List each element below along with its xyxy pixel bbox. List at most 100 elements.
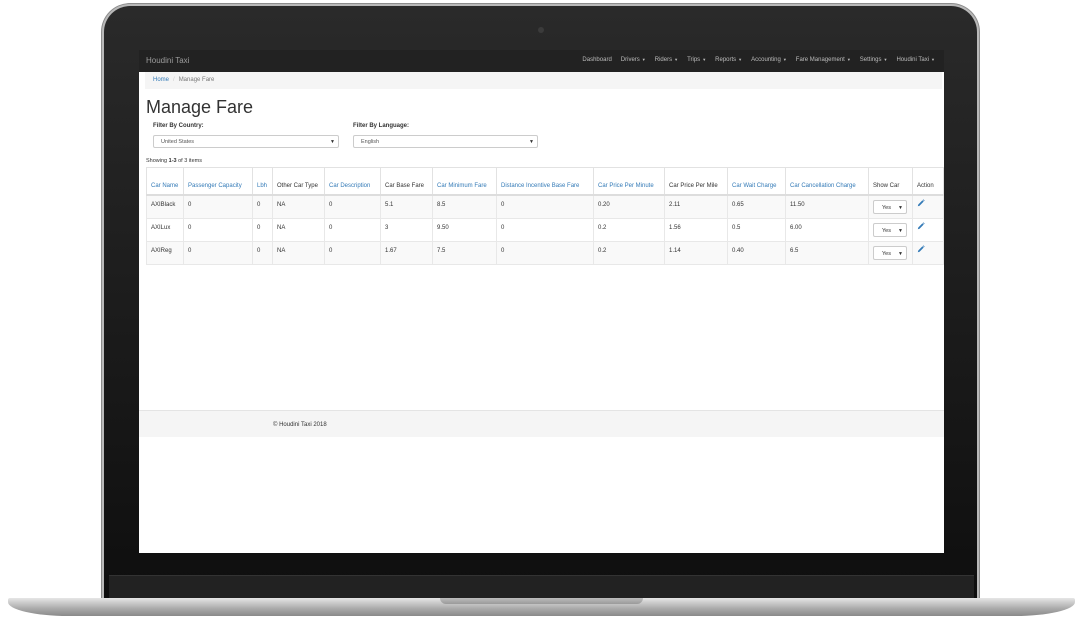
nav-item-label: Fare Management <box>795 57 845 63</box>
footer-copyright: © Houdini Taxi 2018 <box>273 422 327 428</box>
table-cell: 1.14 <box>664 240 728 265</box>
column-header-car-name[interactable]: Car Name <box>146 167 184 196</box>
laptop-hinge <box>109 575 974 601</box>
nav-item-fare-management[interactable]: Fare Management ▼ <box>796 57 851 63</box>
table-cell: 0 <box>496 194 594 219</box>
table-cell: 0 <box>252 217 273 242</box>
column-header-distance-incentive-base-fare[interactable]: Distance Incentive Base Fare <box>496 167 594 196</box>
nav-item-accounting[interactable]: Accounting ▼ <box>751 57 787 63</box>
breadcrumb-current: Manage Fare <box>178 77 215 83</box>
camera-dot <box>538 27 544 33</box>
nav-item-label: Riders <box>654 57 673 63</box>
table-cell: 0.20 <box>593 194 665 219</box>
column-header-passenger-capacity[interactable]: Passenger Capacity <box>183 167 253 196</box>
column-header-car-cancellation-charge[interactable]: Car Cancellation Charge <box>785 167 869 196</box>
nav-item-label: Settings <box>859 57 882 63</box>
caret-down-icon: ▼ <box>898 227 903 234</box>
page-footer: © Houdini Taxi 2018 <box>139 410 944 437</box>
show-car-value: Yes <box>882 227 891 234</box>
table-cell: 0.2 <box>593 240 665 265</box>
country-filter-select[interactable]: United States ▼ <box>153 135 339 148</box>
nav-item-houdini-taxi[interactable]: Houdini Taxi ▼ <box>896 57 935 63</box>
pencil-icon[interactable] <box>917 244 925 253</box>
table-cell: AXILux <box>146 217 184 242</box>
table-body: AXIBlack 0 0 NA 0 5.1 8.5 0 0.20 2.11 0.65 11.50 Yes… <box>146 194 944 265</box>
nav-item-dashboard[interactable]: Dashboard <box>582 57 611 63</box>
caret-down-icon: ▼ <box>898 205 903 211</box>
caret-down-icon: ▼ <box>898 250 903 257</box>
table-cell: 6.5 <box>785 240 869 265</box>
table-cell: 0 <box>252 240 273 265</box>
show-car-cell: Yes ▼ <box>868 217 913 242</box>
column-header-car-price-per-minute[interactable]: Car Price Per Minute <box>593 167 665 196</box>
caret-down-icon: ▼ <box>931 57 935 62</box>
nav-item-label: Accounting <box>751 57 781 63</box>
show-car-value: Yes <box>882 205 891 211</box>
pencil-icon[interactable] <box>917 199 925 207</box>
breadcrumb-home[interactable]: Home <box>153 77 170 83</box>
table-cell: 0.2 <box>593 217 665 242</box>
show-car-select[interactable]: Yes ▼ <box>873 245 907 260</box>
language-filter-select[interactable]: English ▼ <box>353 135 538 148</box>
nav-item-reports[interactable]: Reports ▼ <box>715 57 742 63</box>
column-header-car-wait-charge[interactable]: Car Wait Charge <box>727 167 786 196</box>
language-filter-label: Filter By Language: <box>353 123 410 129</box>
table-cell: 6.00 <box>785 217 869 242</box>
nav-item-label: Trips <box>687 57 701 63</box>
nav-item-drivers[interactable]: Drivers ▼ <box>621 57 646 63</box>
app-screen: Houdini Taxi Dashboard Drivers ▼ Riders ▼ Tri… <box>139 50 944 553</box>
table-cell: 9.50 <box>432 217 497 242</box>
laptop-notch <box>440 598 643 604</box>
show-car-select[interactable]: Yes ▼ <box>873 222 907 237</box>
showing-suffix: of 3 items <box>176 158 202 164</box>
show-car-cell: Yes ▼ <box>868 194 913 219</box>
caret-down-icon: ▼ <box>330 139 335 145</box>
column-header-lbh[interactable]: Lbh <box>252 167 273 196</box>
nav-item-trips[interactable]: Trips ▼ <box>687 57 706 63</box>
pencil-icon[interactable] <box>917 221 925 230</box>
action-cell <box>912 194 944 219</box>
table-row: AXIBlack 0 0 NA 0 5.1 8.5 0 0.20 2.11 0.65 11.50 Yes… <box>146 194 944 219</box>
caret-down-icon: ▼ <box>674 57 679 62</box>
caret-down-icon: ▼ <box>738 57 743 62</box>
table-cell: 2.11 <box>664 194 728 219</box>
table-row: AXIReg 0 0 NA 0 1.67 7.5 0 0.2 1.14 0.40 6.5 Yes ▼ <box>146 240 944 265</box>
table-cell: 7.5 <box>432 240 497 265</box>
show-car-cell: Yes ▼ <box>868 240 913 265</box>
page-title: Manage Fare <box>146 97 254 117</box>
nav-item-settings[interactable]: Settings ▼ <box>860 57 888 63</box>
showing-prefix: Showing <box>146 158 169 164</box>
nav-item-riders[interactable]: Riders ▼ <box>655 57 678 63</box>
table-cell: 0 <box>183 240 253 265</box>
table-cell: 0 <box>252 194 273 219</box>
caret-down-icon: ▼ <box>883 57 888 62</box>
table-cell: 11.50 <box>785 194 869 219</box>
nav-item-label: Reports <box>715 57 737 63</box>
caret-down-icon: ▼ <box>529 139 534 145</box>
country-filter-value: United States <box>161 139 195 145</box>
column-header-car-description[interactable]: Car Description <box>324 167 381 196</box>
action-cell <box>912 240 944 265</box>
table-cell: 3 <box>380 217 433 242</box>
showing-summary: Showing 1-3 of 3 items <box>146 158 202 164</box>
nav-item-label: Houdini Taxi <box>896 57 930 63</box>
column-header-action: Action <box>912 167 944 196</box>
table-row: AXILux 0 0 NA 0 3 9.50 0 0.2 1.56 0.5 6.00 Yes ▼ <box>146 217 944 242</box>
table-cell: AXIBlack <box>146 194 184 219</box>
table-cell: 0 <box>496 217 594 242</box>
table-cell: 0 <box>496 240 594 265</box>
table-cell: 0.40 <box>727 240 786 265</box>
breadcrumb-separator: / <box>173 77 175 83</box>
table-cell: NA <box>272 194 325 219</box>
show-car-select[interactable]: Yes ▼ <box>873 200 907 214</box>
table-cell: 1.67 <box>380 240 433 265</box>
caret-down-icon: ▼ <box>702 57 707 62</box>
top-navbar: Houdini Taxi Dashboard Drivers ▼ Riders ▼ Tri… <box>139 50 944 72</box>
nav-item-label: Drivers <box>620 57 640 63</box>
table-cell: 1.56 <box>664 217 728 242</box>
table-cell: 0 <box>183 217 253 242</box>
column-header-other-car-type: Other Car Type <box>272 167 325 196</box>
caret-down-icon: ▼ <box>782 57 787 62</box>
column-header-car-minimum-fare[interactable]: Car Minimum Fare <box>432 167 497 196</box>
brand-link[interactable]: Houdini Taxi <box>146 56 190 65</box>
